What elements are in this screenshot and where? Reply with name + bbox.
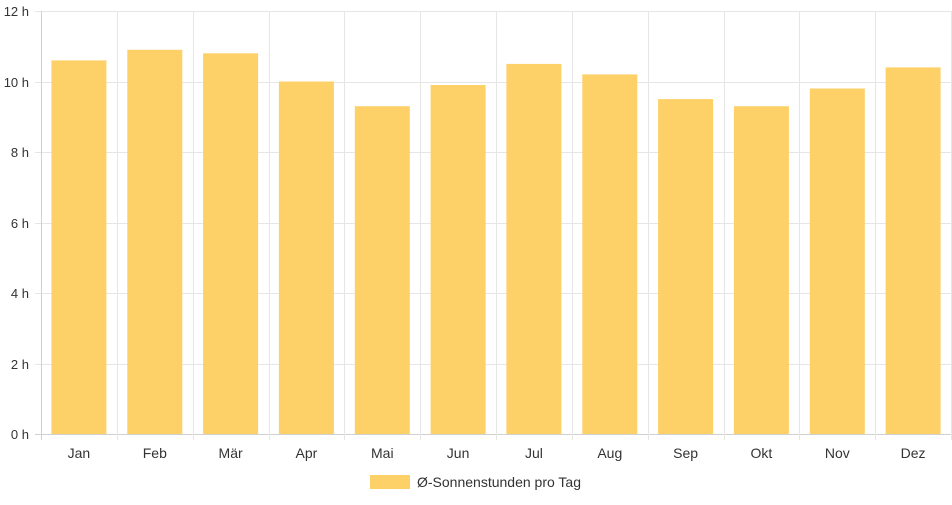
bars	[51, 49, 941, 435]
bar-jun[interactable]	[430, 85, 486, 434]
x-tick-label: Jun	[447, 445, 470, 461]
bar-jul[interactable]	[506, 63, 562, 435]
bar-feb[interactable]	[127, 49, 183, 435]
x-tick-label: Okt	[751, 445, 773, 461]
bar-jan[interactable]	[51, 60, 107, 435]
y-tick-label: 8 h	[11, 145, 29, 160]
bar-mär[interactable]	[203, 53, 259, 435]
x-tick-label: Sep	[673, 445, 698, 461]
x-tick-label: Mär	[219, 445, 243, 461]
x-tick-label: Jan	[68, 445, 91, 461]
grid-lines	[35, 11, 952, 440]
bar-nov[interactable]	[809, 88, 865, 435]
x-tick-label: Mai	[371, 445, 394, 461]
x-tick-label: Jul	[525, 445, 543, 461]
y-tick-label: 10 h	[4, 75, 29, 90]
bar-sep[interactable]	[658, 99, 714, 434]
x-tick-label: Apr	[296, 445, 318, 461]
legend[interactable]: Ø-Sonnenstunden pro Tag	[370, 474, 581, 490]
bar-aug[interactable]	[582, 74, 638, 435]
y-tick-label: 4 h	[11, 286, 29, 301]
bar-okt[interactable]	[733, 106, 789, 434]
y-tick-label: 12 h	[4, 4, 29, 19]
bar-apr[interactable]	[278, 81, 334, 435]
y-axis-tick-labels: 0 h 2 h 4 h 6 h 8 h 10 h 12 h	[4, 4, 29, 442]
bar-dez[interactable]	[885, 67, 941, 435]
x-axis-tick-labels: Jan Feb Mär Apr Mai Jun Jul Aug Sep Okt Nov Dez	[68, 445, 926, 461]
legend-label[interactable]: Ø-Sonnenstunden pro Tag	[417, 474, 581, 490]
y-tick-label: 6 h	[11, 216, 29, 231]
y-tick-label: 2 h	[11, 357, 29, 372]
x-tick-label: Aug	[597, 445, 622, 461]
y-tick-label: 0 h	[11, 427, 29, 442]
x-tick-label: Feb	[143, 445, 167, 461]
x-tick-label: Dez	[901, 445, 926, 461]
legend-swatch[interactable]	[370, 475, 410, 489]
bar-mai[interactable]	[354, 106, 410, 434]
x-tick-label: Nov	[825, 445, 850, 461]
